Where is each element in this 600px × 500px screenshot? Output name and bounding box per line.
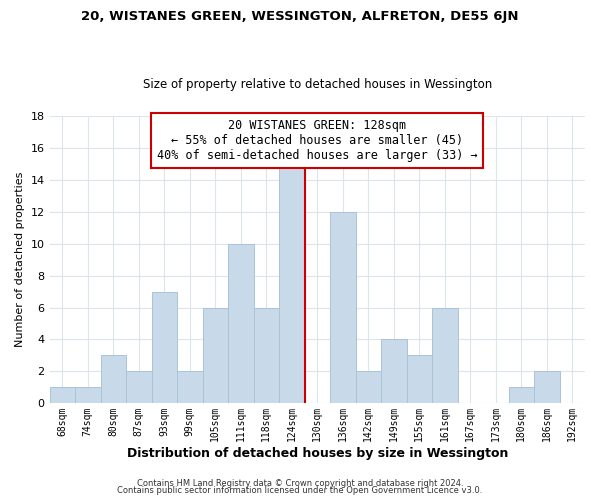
Bar	[203, 308, 228, 404]
Bar	[177, 372, 203, 404]
Bar	[432, 308, 458, 404]
Bar	[152, 292, 177, 404]
Bar	[50, 388, 75, 404]
Text: Contains public sector information licensed under the Open Government Licence v3: Contains public sector information licen…	[118, 486, 482, 495]
Y-axis label: Number of detached properties: Number of detached properties	[15, 172, 25, 348]
Bar	[534, 372, 560, 404]
X-axis label: Distribution of detached houses by size in Wessington: Distribution of detached houses by size …	[127, 447, 508, 460]
Bar	[407, 356, 432, 404]
Bar	[330, 212, 356, 404]
Bar	[279, 164, 305, 404]
Bar	[381, 340, 407, 404]
Text: 20, WISTANES GREEN, WESSINGTON, ALFRETON, DE55 6JN: 20, WISTANES GREEN, WESSINGTON, ALFRETON…	[81, 10, 519, 23]
Bar	[254, 308, 279, 404]
Bar	[356, 372, 381, 404]
Bar	[126, 372, 152, 404]
Title: Size of property relative to detached houses in Wessington: Size of property relative to detached ho…	[143, 78, 492, 91]
Bar	[75, 388, 101, 404]
Bar	[509, 388, 534, 404]
Bar	[101, 356, 126, 404]
Text: 20 WISTANES GREEN: 128sqm
← 55% of detached houses are smaller (45)
40% of semi-: 20 WISTANES GREEN: 128sqm ← 55% of detac…	[157, 118, 478, 162]
Text: Contains HM Land Registry data © Crown copyright and database right 2024.: Contains HM Land Registry data © Crown c…	[137, 478, 463, 488]
Bar	[228, 244, 254, 404]
